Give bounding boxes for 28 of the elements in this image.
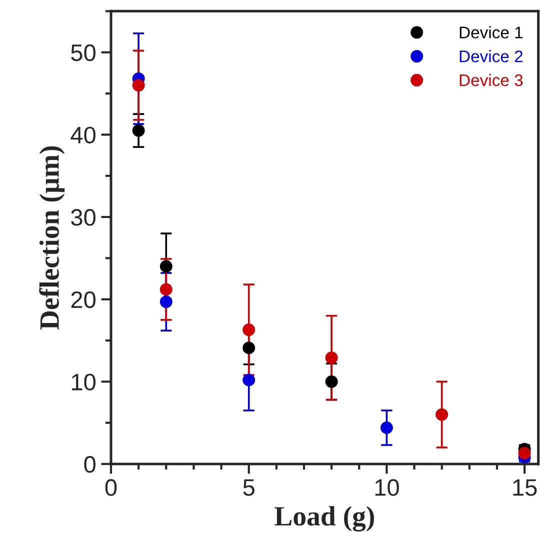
point xyxy=(132,79,145,92)
point xyxy=(436,408,448,421)
y-tick-label: 10 xyxy=(72,374,96,390)
legend-label: Device 2 xyxy=(460,50,523,62)
y-axis-title: Deflection (µm) xyxy=(39,146,65,330)
point xyxy=(242,324,256,336)
y-tick-label: 20 xyxy=(71,291,96,308)
legend-label: Device 3 xyxy=(460,74,523,86)
point xyxy=(325,352,338,364)
point xyxy=(132,124,145,137)
x-tick-label: 0 xyxy=(105,479,117,496)
x-tick-label: 10 xyxy=(375,479,399,496)
point xyxy=(160,260,172,273)
point xyxy=(160,296,172,308)
point xyxy=(380,421,393,434)
y-tick-label: 40 xyxy=(70,126,96,144)
point xyxy=(325,375,338,388)
x-tick-label: 5 xyxy=(243,479,254,496)
y-tick-label: 50 xyxy=(71,44,96,62)
point xyxy=(160,283,172,296)
point xyxy=(242,374,256,386)
x-tick-label: 15 xyxy=(513,479,537,496)
y-tick-label: 0 xyxy=(84,456,96,473)
point xyxy=(242,342,256,354)
point xyxy=(518,447,531,460)
x-axis-title: Load (g) xyxy=(274,506,374,532)
y-tick-label: 30 xyxy=(71,209,96,226)
legend-label: Device 1 xyxy=(460,26,523,38)
